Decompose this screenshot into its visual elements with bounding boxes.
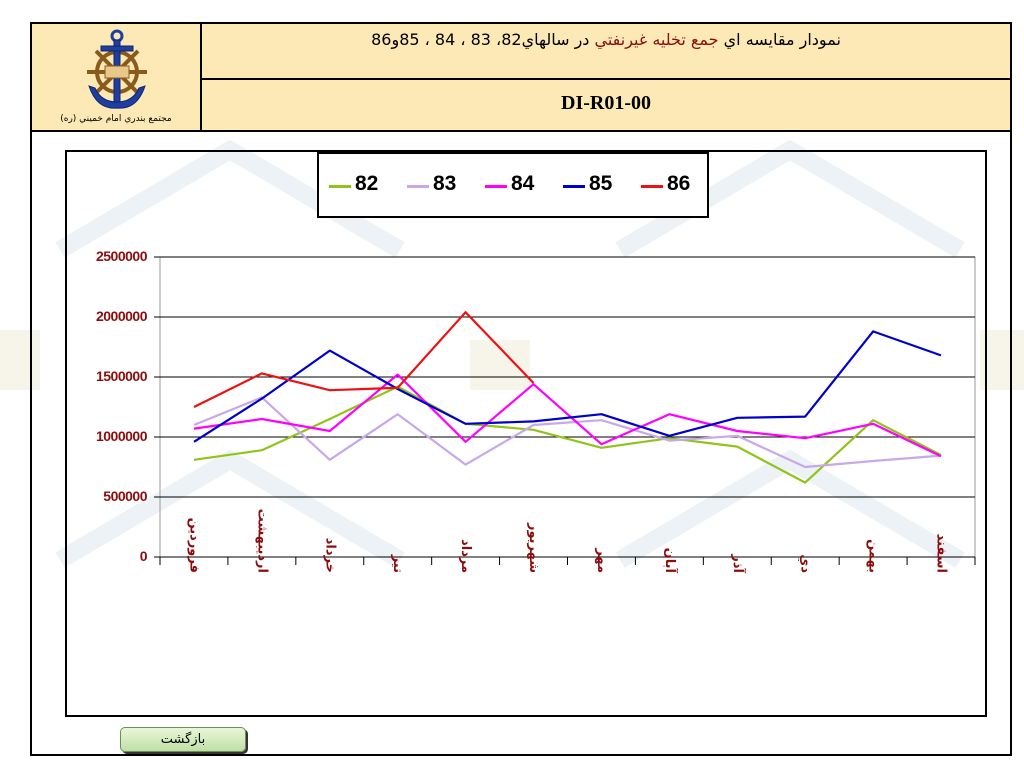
x-tick-label: فروردين — [186, 518, 201, 573]
legend-label: 82 — [355, 172, 379, 195]
x-tick-label: اسفند — [934, 534, 949, 573]
y-tick-label: 0 — [140, 548, 148, 564]
legend-swatch — [485, 185, 507, 188]
org-name: مجتمع بندري امام خميني (ره) — [60, 114, 172, 124]
title-part-1: نمودار مقايسه اي — [718, 30, 841, 49]
legend-swatch — [407, 185, 429, 188]
x-tick-label: آذر — [730, 553, 747, 573]
y-tick-label: 500000 — [103, 488, 147, 504]
legend-swatch — [641, 185, 663, 188]
legend-label: 84 — [511, 172, 535, 195]
legend-swatch — [563, 185, 585, 188]
y-tick-label: 1000000 — [96, 428, 148, 444]
code-cell: DI-R01-00 — [202, 80, 1010, 130]
series-line-83 — [193, 396, 942, 469]
anchor-logo-icon — [87, 29, 147, 109]
x-tick-label: بهمن — [866, 539, 881, 573]
legend-label: 85 — [589, 172, 613, 195]
series-line-85 — [193, 330, 942, 443]
title-cell: نمودار مقايسه اي جمع تخليه غيرنفتي در سا… — [202, 24, 1010, 80]
legend-swatch — [329, 185, 351, 188]
x-tick-label: آبان — [662, 548, 679, 574]
x-tick-label: دي — [798, 554, 813, 573]
header: مجتمع بندري امام خميني (ره) نمودار مقايس… — [32, 24, 1010, 132]
back-button[interactable]: بازگشت — [120, 727, 246, 752]
series-line-82 — [193, 385, 942, 484]
y-tick-label: 2500000 — [96, 248, 148, 264]
series-line-86 — [193, 311, 535, 408]
x-tick-label: تير — [390, 554, 405, 573]
plot-area — [159, 256, 976, 558]
legend-label: 86 — [667, 172, 691, 195]
x-tick-label: مرداد — [458, 539, 473, 573]
document-code: DI-R01-00 — [561, 92, 651, 114]
legend-label: 83 — [433, 172, 457, 195]
title-part-3: در سالهاي82، 83 ، 84 ، 85و86 — [371, 30, 595, 49]
x-tick-label: خرداد — [322, 538, 337, 573]
y-tick-label: 2000000 — [96, 308, 148, 324]
main-frame: مجتمع بندري امام خميني (ره) نمودار مقايس… — [30, 22, 1012, 756]
chart-container — [65, 150, 987, 717]
y-tick-label: 1500000 — [96, 368, 148, 384]
chart-legend: 82 83 84 85 86 — [317, 152, 709, 218]
series-line-84 — [193, 373, 942, 458]
logo-cell: مجتمع بندري امام خميني (ره) — [32, 24, 202, 130]
title-part-2: جمع تخليه غيرنفتي — [594, 30, 719, 49]
x-tick-label: شهريور — [526, 522, 541, 573]
x-tick-label: ارديبهشت — [254, 509, 269, 573]
x-tick-label: مهر — [594, 547, 609, 573]
page-title: نمودار مقايسه اي جمع تخليه غيرنفتي در سا… — [202, 30, 1010, 49]
